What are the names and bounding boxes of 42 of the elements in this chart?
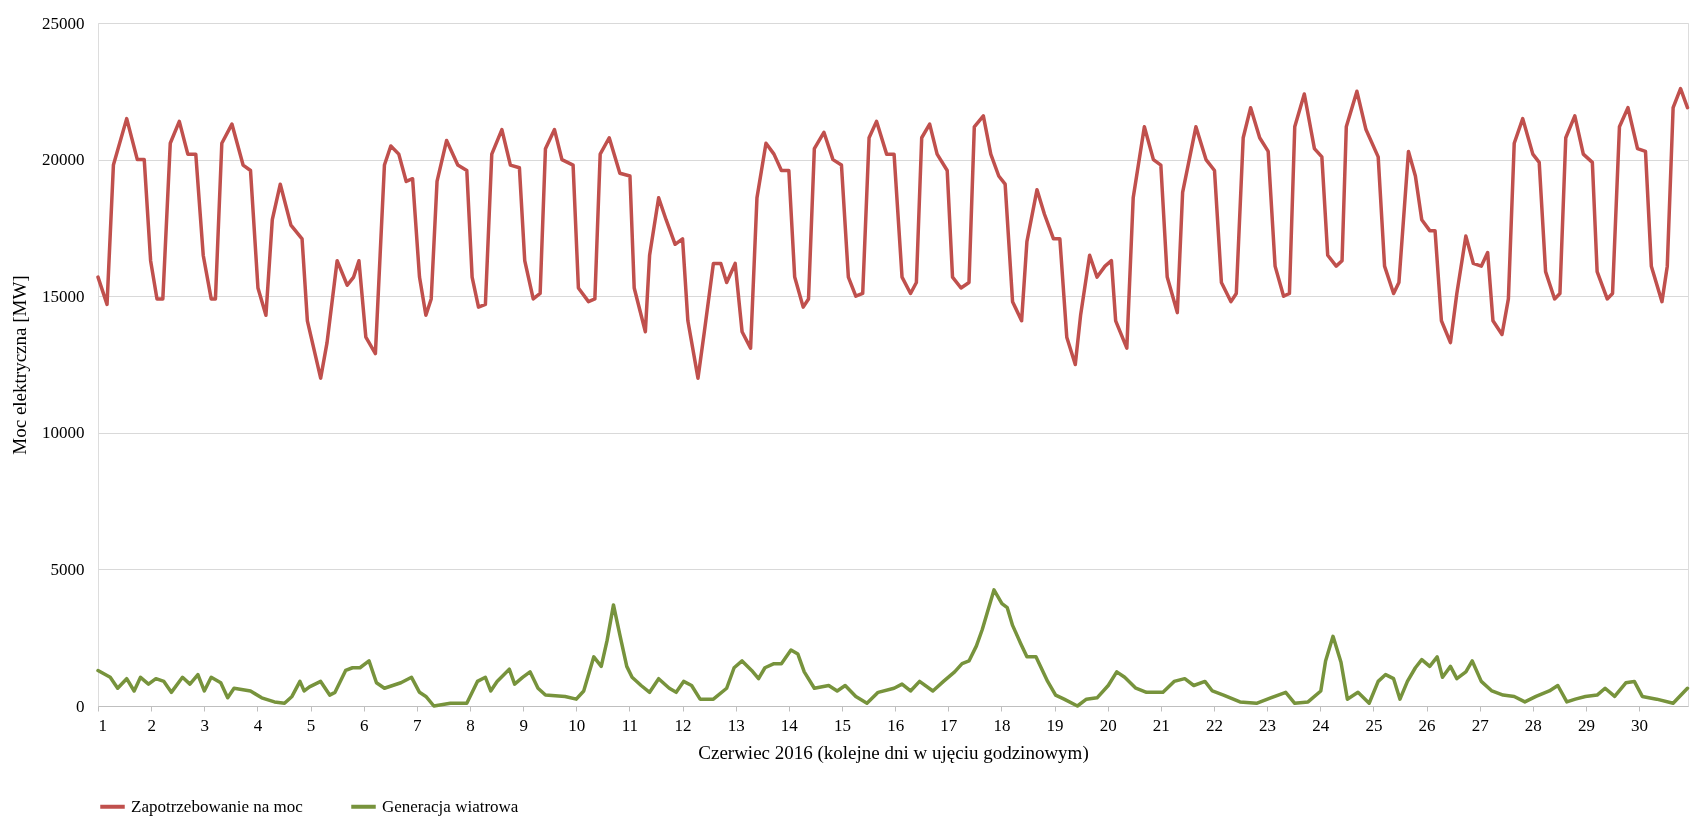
x-tick-label: 27 (1471, 715, 1490, 735)
x-tick-label: 17 (940, 715, 958, 735)
x-tick-label: 14 (780, 715, 799, 735)
x-tick-label: 5 (306, 715, 316, 735)
y-tick-label: 15000 (42, 286, 85, 306)
x-tick-label: 29 (1577, 715, 1595, 735)
y-axis-title: Moc elektryczna [MW] (9, 275, 30, 455)
x-tick-label: 26 (1418, 715, 1436, 735)
line-series (96, 86, 1690, 380)
x-tick-label: 25 (1365, 715, 1383, 735)
x-tick-label: 4 (253, 715, 263, 735)
x-tick-label: 6 (359, 715, 369, 735)
x-tick-label: 12 (674, 715, 692, 735)
x-tick-label: 18 (993, 715, 1011, 735)
x-tick-label: 30 (1631, 715, 1649, 735)
x-tick-label: 13 (727, 715, 745, 735)
x-tick-label: 23 (1259, 715, 1277, 735)
x-tick-label: 1 (98, 715, 107, 735)
x-tick-label: 9 (519, 715, 528, 735)
x-tick-label: 8 (466, 715, 475, 735)
x-tick-label: 19 (1046, 715, 1064, 735)
x-tick-label: 20 (1099, 715, 1117, 735)
x-tick-label: 2 (147, 715, 156, 735)
x-tick-label: 24 (1312, 715, 1330, 735)
y-tick-label: 25000 (42, 13, 85, 33)
x-tick-label: 16 (887, 715, 905, 735)
x-tick-label: 28 (1524, 715, 1542, 735)
y-tick-label: 5000 (50, 559, 85, 579)
legend-label: Zapotrzebowanie na moc (131, 796, 304, 816)
x-tick-label: 22 (1205, 715, 1223, 735)
x-tick-label: 15 (833, 715, 851, 735)
y-tick-label: 0 (76, 696, 85, 716)
y-tick-label: 20000 (42, 150, 85, 170)
x-axis-title: Czerwiec 2016 (kolejne dni w ujęciu godzinowym) (698, 741, 1089, 764)
x-tick-label: 21 (1152, 715, 1170, 735)
x-tick-label: 10 (568, 715, 586, 735)
x-tick-label: 3 (200, 715, 210, 735)
y-tick-label: 10000 (42, 423, 85, 443)
x-tick-label: 7 (413, 715, 423, 735)
legend-label: Generacja wiatrowa (382, 796, 519, 816)
line-series (96, 588, 1690, 708)
x-tick-label: 11 (621, 715, 639, 735)
